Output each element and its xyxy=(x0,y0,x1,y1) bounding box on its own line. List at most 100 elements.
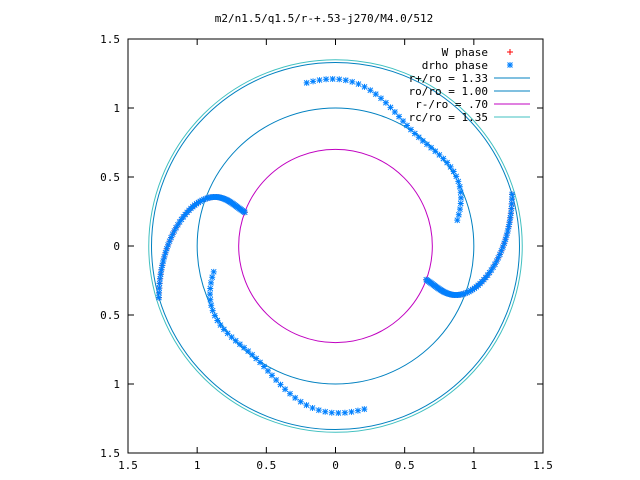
star-spiral-point-1-1-7 xyxy=(209,307,216,314)
star-spiral-point-1-0-16 xyxy=(423,141,430,148)
star-point-1-1-63 xyxy=(155,294,162,301)
star-point-1-0-17 xyxy=(443,289,450,296)
star-spiral-point-1-0-19 xyxy=(411,130,418,137)
star-spiral-point-1-1-19 xyxy=(253,355,260,362)
star-spiral-point-1-1-8 xyxy=(211,312,218,319)
star-spiral-point-1-1-3 xyxy=(207,285,214,292)
star-spiral-point-1-1-21 xyxy=(261,363,268,370)
star-spiral-point-1-1-16 xyxy=(241,344,248,351)
star-spiral-point-1-1-25 xyxy=(277,381,284,388)
star-spiral-point-1-0-31 xyxy=(355,81,362,88)
star-point-1-1-47 xyxy=(171,227,178,234)
star-spiral-point-1-1-26 xyxy=(282,386,289,393)
star-spiral-point-1-0-28 xyxy=(372,91,379,98)
star-spiral-point-1-1-15 xyxy=(236,341,243,348)
star-spiral-point-1-1-1 xyxy=(209,274,216,281)
star-spiral-point-1-1-9 xyxy=(214,317,221,324)
star-point-1-0-51 xyxy=(499,244,506,251)
star-point-1-0-29 xyxy=(460,290,467,297)
star-spiral-point-1-0-23 xyxy=(396,113,403,120)
y-tick-label-6: 1.5 xyxy=(100,447,120,460)
star-point-1-1-48 xyxy=(169,231,176,238)
star-spiral-point-1-0-3 xyxy=(457,200,464,207)
star-point-1-1-57 xyxy=(158,266,165,273)
star-spiral-point-1-0-33 xyxy=(342,77,349,84)
x-tick-label-4: 0.5 xyxy=(395,459,415,472)
star-point-1-0-32 xyxy=(465,288,472,295)
star-point-1-0-56 xyxy=(505,223,512,230)
star-spiral-point-1-0-24 xyxy=(391,109,398,116)
star-point-1-1-31 xyxy=(200,196,207,203)
star-point-1-0-60 xyxy=(508,205,515,212)
star-spiral-point-1-1-5 xyxy=(207,296,214,303)
star-spiral-point-1-0-39 xyxy=(303,79,310,86)
star-spiral-point-1-1-28 xyxy=(292,394,299,401)
star-spiral-point-1-0-5 xyxy=(457,189,464,196)
star-spiral-point-1-1-31 xyxy=(309,404,316,411)
star-spiral-point-1-0-0 xyxy=(454,217,461,224)
star-spiral-point-1-0-11 xyxy=(444,159,451,166)
star-point-1-0-47 xyxy=(493,258,500,265)
phase-points xyxy=(155,49,516,417)
star-spiral-point-1-1-23 xyxy=(268,372,275,379)
star-point-1-1-17 xyxy=(221,196,228,203)
star-spiral-point-1-1-39 xyxy=(361,406,368,413)
star-spiral-point-1-0-17 xyxy=(419,137,426,144)
reference-circles xyxy=(148,59,523,433)
legend-label-4: r-/ro = .70 xyxy=(415,98,488,111)
star-spiral-point-1-0-30 xyxy=(361,83,368,90)
star-spiral-point-1-1-38 xyxy=(354,407,361,414)
y-tick-label-2: 0.5 xyxy=(100,171,120,184)
star-spiral-point-1-0-9 xyxy=(450,168,457,175)
star-point-1-1-60 xyxy=(156,280,163,287)
star-spiral-point-1-0-20 xyxy=(407,126,414,133)
star-spiral-point-1-1-18 xyxy=(249,351,256,358)
star-spiral-point-1-0-10 xyxy=(447,163,454,170)
star-spiral-point-1-1-12 xyxy=(224,330,231,337)
star-point-1-0-58 xyxy=(507,214,514,221)
star-point-1-1-55 xyxy=(160,258,167,265)
x-tick-label-5: 1 xyxy=(471,459,478,472)
star-spiral-point-1-0-36 xyxy=(323,76,330,83)
star-point-1-1-53 xyxy=(162,249,169,256)
x-tick-labels: 1.5 1 0.5 0 0.5 1 1.5 xyxy=(118,459,553,472)
star-point-1-1-58 xyxy=(157,271,164,278)
circle-3 xyxy=(148,59,523,433)
star-point-1-1-43 xyxy=(178,216,185,223)
x-tick-label-0: 1.5 xyxy=(118,459,138,472)
star-point-1-1-62 xyxy=(156,289,163,296)
star-spiral-point-1-0-7 xyxy=(455,178,462,185)
star-point-1-0-54 xyxy=(503,232,510,239)
x-tick-label-3: 0 xyxy=(332,459,339,472)
star-spiral-point-1-0-34 xyxy=(336,76,343,83)
circle-1 xyxy=(196,107,475,385)
star-spiral-point-1-1-35 xyxy=(335,410,342,417)
star-point-1-1-30 xyxy=(202,195,209,202)
star-point-1-0-57 xyxy=(506,219,513,226)
star-point-1-1-32 xyxy=(199,197,206,204)
star-spiral-point-1-0-26 xyxy=(382,99,389,106)
star-spiral-point-1-0-13 xyxy=(436,151,443,158)
star-point-1-0-46 xyxy=(491,261,498,268)
star-spiral-point-1-1-10 xyxy=(217,322,224,329)
star-spiral-point-1-1-30 xyxy=(303,402,310,409)
star-point-1-1-61 xyxy=(156,285,163,292)
star-point-1-0-49 xyxy=(496,251,503,258)
star-spiral-point-1-0-12 xyxy=(440,155,447,162)
star-spiral-point-1-0-29 xyxy=(367,87,374,94)
axis-ticks xyxy=(127,38,544,454)
y-tick-label-4: 0.5 xyxy=(100,309,120,322)
circle-2 xyxy=(238,148,433,344)
star-spiral-point-1-1-34 xyxy=(328,409,335,416)
star-spiral-point-1-1-29 xyxy=(297,398,304,405)
star-point-1-0-31 xyxy=(464,289,471,296)
star-spiral-point-1-0-18 xyxy=(415,134,422,141)
star-spiral-point-1-0-37 xyxy=(316,77,323,84)
star-point-1-0-53 xyxy=(502,236,509,243)
star-point-1-1-54 xyxy=(161,253,168,260)
star-point-1-0-43 xyxy=(486,269,493,276)
chart-title: m2/n1.5/q1.5/r-+.53-j270/M4.0/512 xyxy=(215,12,434,25)
star-spiral-point-1-1-33 xyxy=(322,408,329,415)
